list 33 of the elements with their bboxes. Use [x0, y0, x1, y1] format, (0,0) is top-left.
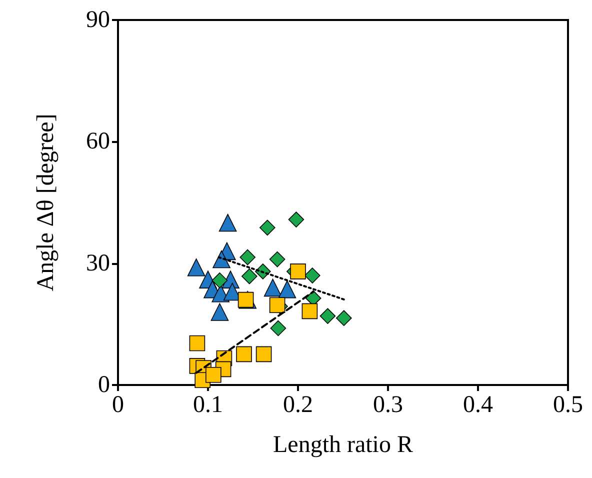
x-tick-label: 0.1: [193, 392, 223, 418]
x-tick-label: 0.3: [373, 392, 403, 418]
point: [218, 214, 237, 232]
point: [320, 308, 336, 324]
x-axis-title: Length ratio R: [273, 432, 413, 458]
y-tick-label: 90: [86, 7, 110, 33]
point: [240, 249, 256, 266]
point: [269, 251, 286, 268]
point: [260, 220, 276, 236]
point: [212, 272, 228, 288]
point: [264, 278, 282, 297]
point: [242, 268, 258, 284]
point: [189, 335, 206, 352]
point: [206, 366, 222, 383]
x-tick-label: 0.5: [553, 392, 583, 418]
x-tick-label: 0.4: [463, 392, 493, 418]
point: [290, 264, 306, 280]
point: [278, 280, 296, 298]
point: [269, 297, 286, 314]
point: [288, 212, 304, 228]
point: [302, 303, 318, 320]
point: [236, 346, 252, 362]
point: [210, 303, 229, 321]
y-tick-label: 0: [98, 372, 110, 398]
point: [270, 320, 286, 336]
point: [187, 258, 206, 276]
y-tick-label: 60: [86, 128, 110, 155]
y-axis-title: Angle Δθ [degree]: [33, 114, 59, 292]
point: [256, 346, 272, 362]
point: [304, 268, 320, 284]
point: [336, 310, 352, 326]
x-tick-label: 0.2: [283, 392, 313, 418]
y-tick-label: 30: [86, 250, 110, 276]
